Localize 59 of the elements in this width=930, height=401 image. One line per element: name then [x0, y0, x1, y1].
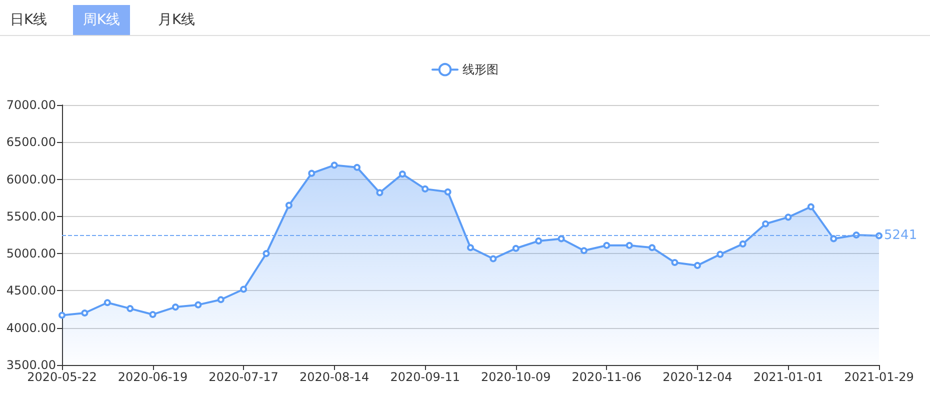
point [830, 235, 838, 242]
y-tick-label: 3500.00 [6, 358, 56, 372]
point [126, 305, 134, 312]
x-tick-label: 2020-07-17 [208, 370, 278, 384]
tab-label: 周K线 [82, 12, 120, 28]
y-tick-label: 4000.00 [6, 320, 56, 335]
point [217, 296, 224, 304]
point [104, 299, 111, 306]
point [467, 244, 474, 252]
point [558, 235, 565, 242]
point [376, 189, 384, 196]
point [262, 250, 270, 258]
point [285, 202, 292, 209]
point [308, 170, 316, 177]
legend-label: 线形图 [462, 62, 498, 77]
point [694, 262, 701, 269]
point [240, 286, 248, 293]
point [739, 240, 746, 248]
x-tick-label: 2021-01-01 [753, 370, 824, 384]
x-tick-label: 2020-09-11 [390, 370, 460, 384]
point [512, 244, 520, 252]
point [330, 162, 338, 169]
point [716, 250, 724, 258]
point [172, 304, 179, 311]
point [784, 214, 792, 221]
x-tick-label: 2020-05-22 [27, 370, 97, 384]
point [807, 203, 814, 210]
point [671, 258, 678, 266]
x-tick-label: 2020-08-14 [299, 370, 370, 384]
point [149, 310, 156, 318]
point [194, 301, 202, 308]
y-tick-label: 4500.00 [6, 284, 56, 298]
point [354, 164, 361, 171]
point [535, 237, 542, 244]
point [422, 185, 429, 192]
x-tick-label: 2020-11-06 [572, 370, 642, 384]
y-tick-label: 5500.00 [6, 209, 56, 224]
y-tick-label: 7000.00 [6, 98, 56, 112]
x-tick-label: 2021-01-29 [844, 370, 914, 384]
point [762, 220, 770, 228]
point [648, 244, 656, 252]
x-tick-label: 2020-06-19 [118, 370, 188, 384]
point [603, 242, 610, 249]
y-tick-label: 6500.00 [6, 135, 56, 150]
y-tick-label: 6000.00 [6, 172, 56, 186]
tab-label: 日K线 [10, 12, 48, 28]
point [58, 312, 66, 319]
ref-line-label: 5241 [884, 228, 918, 244]
point [398, 170, 406, 178]
y-tick-label: 5000.00 [6, 246, 56, 261]
point [876, 232, 882, 240]
point [490, 255, 497, 262]
x-tick-label: 2020-12-04 [662, 370, 732, 384]
tab-label: 月K线 [158, 12, 196, 28]
point [81, 310, 88, 316]
point [444, 188, 452, 196]
x-tick-label: 2020-10-09 [481, 370, 551, 384]
point [580, 247, 588, 254]
point [626, 242, 633, 249]
